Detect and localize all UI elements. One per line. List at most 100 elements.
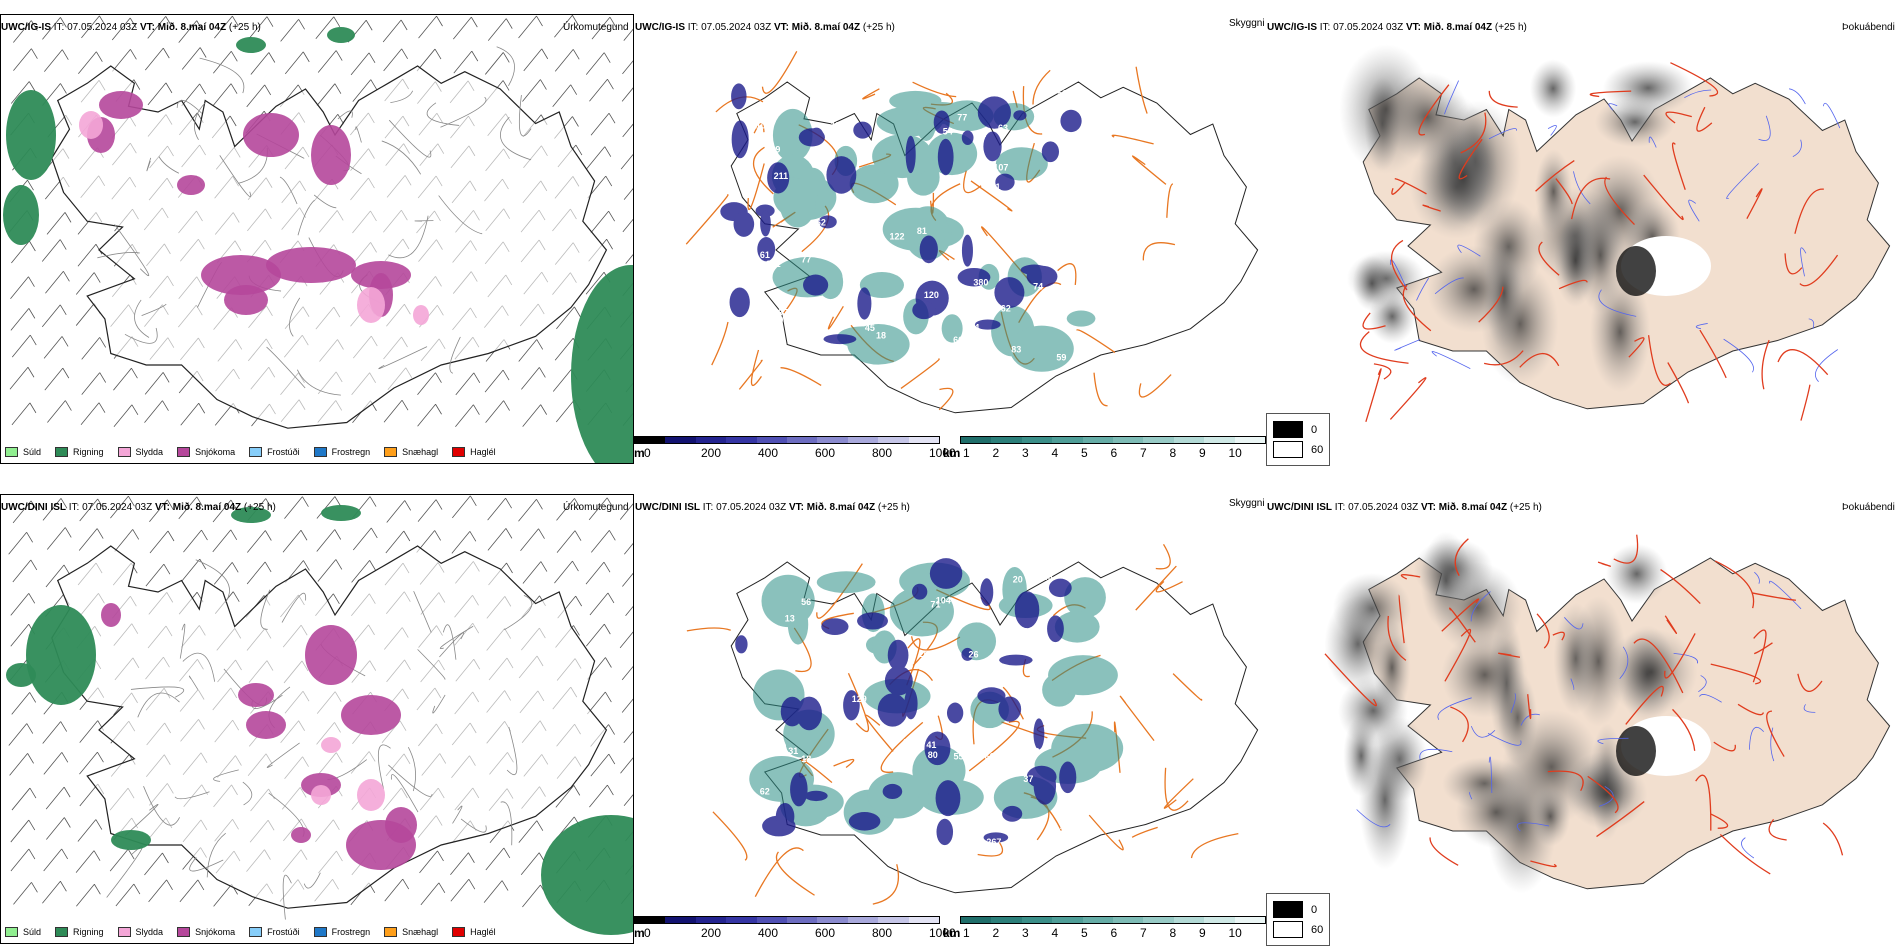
road (130, 686, 185, 698)
wind-barb (589, 592, 615, 616)
road (1402, 284, 1432, 332)
river (1516, 822, 1550, 832)
title-cloud-top: Skyggni (1229, 18, 1265, 29)
cloud-base-label: 20 (1013, 574, 1023, 584)
legend-label: Snjókoma (195, 927, 236, 937)
colorbar-segment (756, 437, 788, 443)
road-network (1359, 62, 1839, 423)
fog-cell (1530, 786, 1571, 847)
river (1770, 727, 1775, 762)
cloud-cell (884, 666, 913, 696)
road (1719, 834, 1771, 875)
road (1536, 613, 1550, 649)
cloud-base-label: 87 (759, 657, 769, 667)
cloud-cell (857, 287, 872, 320)
road (1418, 84, 1450, 136)
cloud-base-label: 64 (976, 130, 986, 140)
visibility-cell (1054, 610, 1100, 643)
wind-barb (282, 529, 308, 553)
road (279, 176, 298, 205)
road (1613, 534, 1639, 564)
legend-label: Snjókoma (195, 447, 236, 457)
coastline (51, 545, 608, 909)
road (124, 327, 158, 344)
wind-barb (552, 84, 578, 107)
visibility-cell (779, 178, 816, 228)
cloud-base-label: 77 (957, 113, 967, 123)
cloud-cell (733, 211, 755, 237)
wind-barb (13, 882, 38, 905)
road (1558, 279, 1588, 290)
cloud-base-label: 81 (917, 226, 927, 236)
colorbar-segment (1234, 437, 1266, 443)
colorbar-segment (1204, 917, 1235, 923)
road (1324, 653, 1377, 707)
wind-barb (44, 367, 70, 391)
road (753, 123, 765, 134)
wind-barb (350, 52, 376, 76)
colorbar-unit: m (634, 446, 645, 460)
river (1431, 351, 1471, 369)
colorbar-segment (847, 437, 879, 443)
road (158, 156, 180, 174)
road (137, 692, 180, 718)
wind-barb (622, 572, 633, 587)
cloud-base-label: 205 (919, 649, 934, 659)
river (1470, 591, 1491, 622)
cloud-base-label: 54 (943, 127, 953, 137)
wind-barb (487, 18, 513, 41)
wind-barb (518, 820, 544, 843)
wind-barb (10, 819, 36, 843)
fog-cell (1570, 595, 1627, 727)
visibility-cell (965, 622, 992, 658)
wind-barb (147, 82, 173, 106)
colorbar-segment (1173, 917, 1205, 923)
colorbar-segment (908, 437, 940, 443)
colorbar-segment (787, 917, 818, 923)
wind-barb (518, 15, 543, 39)
cloud-cell (1041, 141, 1060, 163)
river (1437, 697, 1472, 720)
fog-map-bottom (1324, 531, 1891, 894)
colorbar-tick: 6 (1110, 926, 1118, 940)
cloud-base-label: 203 (773, 315, 788, 325)
wind-barb (147, 16, 173, 39)
fog-legend-swatch (1273, 921, 1303, 938)
header-cloud-bottom: UWC/DINI ISL IT: 07.05.2024 03Z VT: Mið.… (635, 502, 910, 513)
road (1664, 615, 1678, 634)
wind-barb (77, 243, 103, 267)
precip-area (238, 683, 274, 707)
road (1587, 775, 1619, 814)
colorbar-segment (1234, 917, 1266, 923)
colorbar-tick: 1000 (929, 926, 956, 940)
wind-barb (487, 497, 512, 521)
vis-colorbar-top (960, 436, 1266, 444)
fog-legend-swatch (1273, 441, 1303, 458)
wind-barb (212, 83, 238, 106)
wind-barb (280, 19, 305, 42)
wind-barb (589, 78, 614, 102)
colorbar-segment (1173, 437, 1205, 443)
wind-barb (10, 308, 36, 331)
wind-barb (591, 530, 616, 553)
colorbar-tick: 400 (758, 446, 779, 460)
legend-item: Haglél (452, 927, 496, 937)
wind-barb (77, 819, 103, 842)
colorbar-tick: 5 (1081, 926, 1088, 940)
cloud-base-label: 146 (1038, 572, 1053, 582)
legend-label: Frostúði (267, 927, 300, 937)
colorbar-segment (878, 917, 909, 923)
legend-swatch (117, 927, 131, 937)
road (1754, 642, 1773, 655)
wind-barb (46, 527, 72, 550)
cloud-cell (790, 772, 808, 807)
wind-barb (78, 528, 104, 551)
wind-barb (455, 372, 481, 396)
fog-legend-bottom: 0 60 (1266, 893, 1331, 946)
colorbar-segment (1021, 437, 1053, 443)
wind-barb (523, 48, 549, 72)
wind-barb (13, 48, 38, 71)
road (1660, 569, 1701, 605)
cloud-cell (848, 812, 881, 831)
cloud-cell (809, 127, 824, 143)
